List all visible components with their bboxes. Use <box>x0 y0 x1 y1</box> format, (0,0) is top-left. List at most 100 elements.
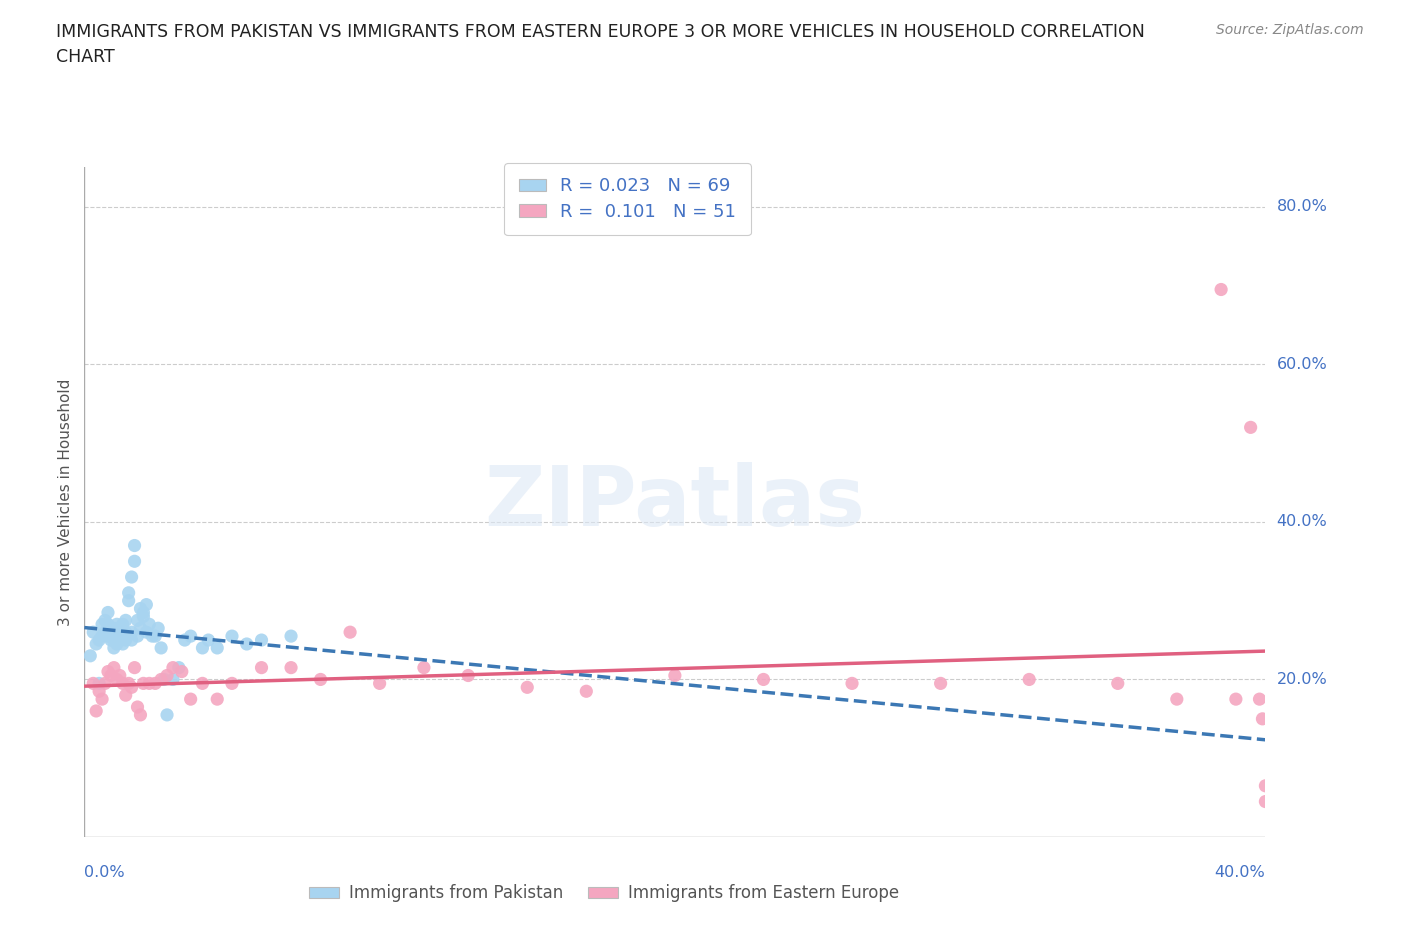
Point <box>114 632 136 647</box>
Point <box>103 629 125 644</box>
Text: 40.0%: 40.0% <box>1215 865 1265 880</box>
Point <box>91 692 114 707</box>
Point <box>97 605 120 620</box>
Point <box>103 660 125 675</box>
Point <box>1254 794 1277 809</box>
Point <box>143 676 166 691</box>
Point <box>100 621 122 636</box>
Point <box>250 632 273 647</box>
Point <box>94 613 117 628</box>
Text: 40.0%: 40.0% <box>1277 514 1327 529</box>
Point <box>84 636 107 651</box>
Point <box>108 629 131 644</box>
Point <box>191 641 214 656</box>
Point <box>105 672 128 687</box>
Point <box>156 708 179 723</box>
Point <box>97 664 120 679</box>
Point <box>108 625 131 640</box>
Point <box>87 632 111 647</box>
Point <box>114 688 136 703</box>
Point <box>143 629 166 644</box>
Point <box>413 660 436 675</box>
Point <box>141 629 163 644</box>
Point <box>280 629 302 644</box>
Point <box>135 625 157 640</box>
Point <box>100 629 122 644</box>
Point <box>1251 711 1274 726</box>
Point <box>929 676 952 691</box>
Point <box>84 703 107 718</box>
Text: ZIPatlas: ZIPatlas <box>485 461 865 543</box>
Point <box>108 668 131 683</box>
Point <box>575 684 598 698</box>
Point <box>108 621 131 636</box>
Point <box>516 680 538 695</box>
Point <box>121 632 143 647</box>
Point <box>121 569 143 584</box>
Point <box>103 621 125 636</box>
Point <box>156 668 179 683</box>
Y-axis label: 3 or more Vehicles in Household: 3 or more Vehicles in Household <box>58 379 73 626</box>
Point <box>103 641 125 656</box>
Point <box>173 632 195 647</box>
Point <box>205 692 228 707</box>
Point <box>124 554 146 569</box>
Point <box>124 660 146 675</box>
Point <box>94 676 117 691</box>
Text: 60.0%: 60.0% <box>1277 357 1327 372</box>
Point <box>1166 692 1188 707</box>
Point <box>132 676 155 691</box>
Point <box>235 636 259 651</box>
Point <box>127 629 149 644</box>
Text: 0.0%: 0.0% <box>84 865 125 880</box>
Point <box>124 538 146 553</box>
Point <box>111 617 134 631</box>
Legend: Immigrants from Pakistan, Immigrants from Eastern Europe: Immigrants from Pakistan, Immigrants fro… <box>302 878 905 909</box>
Point <box>94 625 117 640</box>
Point <box>132 605 155 620</box>
Point <box>105 617 128 631</box>
Point <box>100 668 122 683</box>
Point <box>118 585 141 600</box>
Point <box>121 625 143 640</box>
Point <box>118 593 141 608</box>
Point <box>752 672 775 687</box>
Point <box>121 680 143 695</box>
Text: 20.0%: 20.0% <box>1277 672 1327 687</box>
Point <box>97 629 120 644</box>
Point <box>1225 692 1247 707</box>
Point <box>150 672 173 687</box>
Point <box>114 613 136 628</box>
Point <box>339 625 361 640</box>
Point <box>197 632 219 647</box>
Text: IMMIGRANTS FROM PAKISTAN VS IMMIGRANTS FROM EASTERN EUROPE 3 OR MORE VEHICLES IN: IMMIGRANTS FROM PAKISTAN VS IMMIGRANTS F… <box>56 23 1144 41</box>
Point <box>162 660 184 675</box>
Point <box>97 617 120 631</box>
Point <box>1240 420 1263 435</box>
Point <box>664 668 686 683</box>
Text: 80.0%: 80.0% <box>1277 199 1327 214</box>
Point <box>221 676 243 691</box>
Point <box>167 660 190 675</box>
Point <box>1107 676 1129 691</box>
Point <box>1209 282 1232 297</box>
Point <box>841 676 863 691</box>
Point <box>280 660 302 675</box>
Point <box>105 636 128 651</box>
Point <box>111 676 134 691</box>
Point <box>82 676 104 691</box>
Point <box>135 597 157 612</box>
Point <box>79 648 101 663</box>
Point <box>150 641 173 656</box>
Point <box>127 613 149 628</box>
Point <box>105 629 128 644</box>
Point <box>309 672 332 687</box>
Point <box>100 632 122 647</box>
Point <box>103 625 125 640</box>
Text: CHART: CHART <box>56 48 115 66</box>
Point <box>100 621 122 636</box>
Point <box>127 699 149 714</box>
Point <box>111 629 134 644</box>
Point <box>1018 672 1040 687</box>
Point <box>180 692 202 707</box>
